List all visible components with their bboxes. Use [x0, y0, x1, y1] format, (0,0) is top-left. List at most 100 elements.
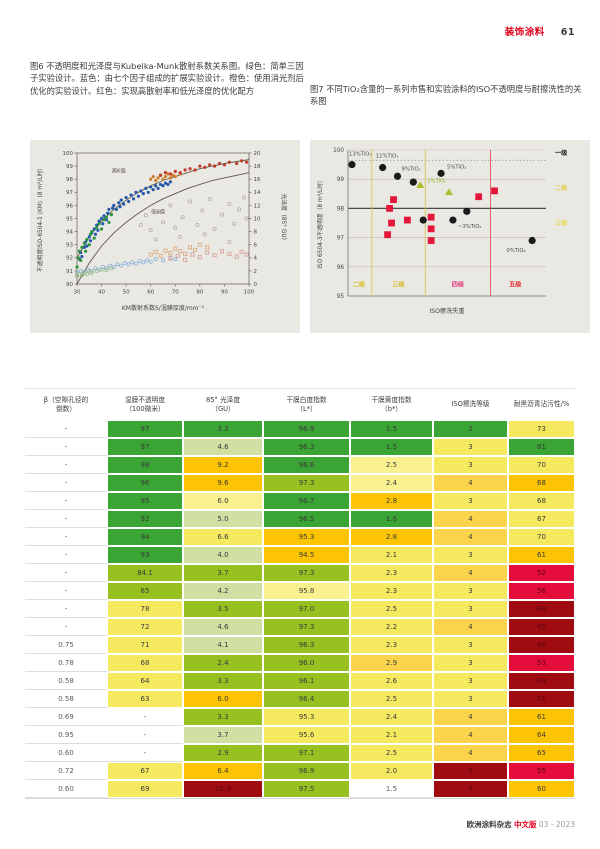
table-row: -85 4.2 95.8 2.3 3 56 [25, 582, 575, 600]
svg-text:二级: 二级 [555, 184, 568, 192]
table-cell: 2.1 [350, 546, 433, 564]
table-row: 0.72 67 6.4 96.9 2.0 5 55 [25, 762, 575, 780]
table-row: -96 9.6 97.3 2.4 4 68 [25, 474, 575, 492]
table-cell: 60 [508, 780, 575, 798]
table-cell: 2.3 [350, 564, 433, 582]
svg-text:94: 94 [66, 230, 73, 236]
table-cell: 9.2 [183, 456, 263, 474]
svg-text:18: 18 [254, 164, 261, 170]
figure7-caption: 图7 不同TiO₂含量的一系列市售和实验涂料的ISO不透明度与耐擦洗性的关系图 [310, 84, 582, 107]
table-cell: 2.3 [350, 582, 433, 600]
table-cell: 95.3 [263, 708, 350, 726]
table-cell: 96.5 [263, 510, 350, 528]
table-cell: 81 [508, 438, 575, 456]
table-cell: 3 [433, 438, 508, 456]
table-cell: 65 [508, 744, 575, 762]
page-footer: 欧洲涂料杂志 中文版 03 - 2023 [467, 819, 575, 830]
svg-text:ISO 6504-3不透明度（8 m²/L时）: ISO 6504-3不透明度（8 m²/L时） [316, 177, 324, 269]
svg-text:KM散射系数S/湿膜厚度/mm⁻¹: KM散射系数S/湿膜厚度/mm⁻¹ [122, 304, 205, 312]
svg-text:~3%TiO₂: ~3%TiO₂ [458, 224, 482, 230]
table-cell: 4 [433, 618, 508, 636]
svg-text:40: 40 [98, 290, 105, 296]
table-cell: 2.8 [350, 492, 433, 510]
svg-text:三级: 三级 [555, 219, 568, 227]
table-cell: 3 [433, 600, 508, 618]
table-cell: 15.3 [183, 780, 263, 798]
table-cell: 93 [107, 546, 183, 564]
table-cell: 2.6 [350, 672, 433, 690]
table-cell: 97.1 [263, 744, 350, 762]
table-cell: 96 [107, 474, 183, 492]
table-cell: 67 [107, 762, 183, 780]
table-cell: 4.6 [183, 618, 263, 636]
svg-text:0: 0 [254, 282, 258, 288]
table-cell: - [25, 438, 107, 456]
table-cell: 2.1 [350, 726, 433, 744]
table-cell: 4 [433, 708, 508, 726]
table-cell: - [107, 726, 183, 744]
svg-text:100: 100 [63, 151, 74, 157]
table-cell: 61 [508, 546, 575, 564]
table-cell: 97.3 [263, 564, 350, 582]
svg-text:2%TiO₂: 2%TiO₂ [427, 179, 446, 185]
table-cell: 4.0 [183, 546, 263, 564]
table-cell: 3.7 [183, 564, 263, 582]
table-cell: - [25, 474, 107, 492]
svg-text:2: 2 [254, 269, 258, 275]
svg-text:90: 90 [66, 282, 73, 288]
table-cell: 95.3 [263, 528, 350, 546]
table-cell: 84.1 [107, 564, 183, 582]
table-cell: 96.6 [263, 456, 350, 474]
svg-text:80: 80 [196, 290, 203, 296]
figure6-chart: 30 40 50 60 70 80 90 10090919293949596979899100… [36, 151, 288, 312]
table-cell: 3.3 [183, 420, 263, 438]
svg-text:20: 20 [254, 151, 261, 157]
table-cell: 0.60 [25, 744, 107, 762]
table-cell: 2.4 [350, 708, 433, 726]
svg-text:13%TiO₂: 13%TiO₂ [349, 151, 372, 157]
table-cell: 63 [107, 690, 183, 708]
table-cell: 97.5 [263, 780, 350, 798]
table-cell: 2 [433, 420, 508, 438]
table-cell: 71 [107, 636, 183, 654]
table-cell: 6.4 [183, 762, 263, 780]
table-cell: 4 [433, 744, 508, 762]
table-cell: 98 [107, 456, 183, 474]
table-row: -93 4.0 94.5 2.1 3 61 [25, 546, 575, 564]
table-cell: 96.3 [263, 636, 350, 654]
svg-text:11%TiO₂: 11%TiO₂ [376, 153, 399, 159]
table-row: -78 3.5 97.0 2.5 3 48 [25, 600, 575, 618]
svg-text:100: 100 [244, 290, 255, 296]
table-cell: 2.4 [183, 654, 263, 672]
table-cell: 96.7 [263, 492, 350, 510]
svg-text:98: 98 [337, 206, 345, 212]
svg-text:92: 92 [66, 256, 73, 262]
table-cell: 1.5 [350, 420, 433, 438]
table-cell: 2.4 [350, 474, 433, 492]
table-cell: 0.69 [25, 708, 107, 726]
table-cell: - [25, 600, 107, 618]
table-cell: 48 [508, 600, 575, 618]
table-cell: 6.6 [183, 528, 263, 546]
table-cell: 4 [433, 474, 508, 492]
table-cell: 3.3 [183, 672, 263, 690]
table-row: 0.58 63 6.0 96.4 2.5 3 51 [25, 690, 575, 708]
table-row: -98 9.2 96.6 2.5 3 70 [25, 456, 575, 474]
svg-text:70: 70 [172, 290, 179, 296]
table-row: -97 4.6 96.3 1.5 3 81 [25, 438, 575, 456]
table-cell: - [25, 528, 107, 546]
figure6-panel: 30 40 50 60 70 80 90 100 90 91 92 93 94 95 96 97 98 99 100… [30, 140, 300, 333]
section-title: 装饰涂料 [504, 27, 545, 38]
table-cell: 78 [107, 600, 183, 618]
svg-text:50: 50 [123, 290, 130, 296]
table-cell: 2.5 [350, 456, 433, 474]
table-cell: 0.95 [25, 726, 107, 744]
table-cell: 3 [433, 492, 508, 510]
table-cell: 68 [508, 492, 575, 510]
table-cell: 64 [107, 672, 183, 690]
table-cell: - [25, 546, 107, 564]
table-cell: 3.5 [183, 600, 263, 618]
table-cell: 3 [433, 672, 508, 690]
table-header-cell: 85° 光泽度 （GU） [205, 395, 241, 413]
